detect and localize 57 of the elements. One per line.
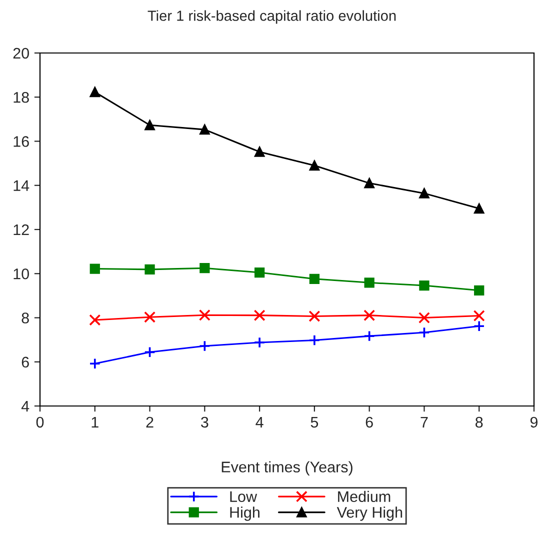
y-tick-label: 16 (14, 136, 29, 147)
point (473, 320, 485, 332)
point (254, 310, 266, 322)
point (254, 267, 265, 278)
y-tick-label: 20 (13, 48, 29, 59)
legend-label: Low (230, 491, 258, 502)
x-tick-label: 5 (310, 416, 318, 428)
point (90, 264, 100, 274)
point (144, 311, 156, 323)
point (419, 188, 430, 198)
point (144, 346, 156, 358)
point (364, 330, 376, 342)
point (144, 264, 155, 275)
x-axis-title: Event times (Years) (222, 461, 352, 476)
point (419, 280, 430, 291)
y-tick-label: 4 (21, 401, 30, 412)
x-tick-label: 2 (146, 416, 154, 428)
point (418, 326, 430, 338)
point (144, 120, 155, 130)
point (364, 310, 376, 322)
point (198, 340, 210, 352)
legend-label: Medium (338, 490, 390, 502)
legend-label: High (230, 506, 260, 521)
x-tick-label: 1 (92, 416, 98, 428)
point (364, 178, 374, 188)
point (308, 334, 320, 346)
point (254, 336, 266, 348)
point (309, 274, 320, 284)
point (308, 310, 320, 322)
point (89, 358, 101, 370)
point (418, 312, 430, 324)
legend-label: Very High (336, 506, 402, 521)
x-tick-label: 3 (201, 416, 208, 428)
x-tick-label: 9 (530, 416, 538, 428)
point (474, 285, 484, 296)
y-tick-label: 6 (22, 356, 29, 368)
x-tick-label: 8 (476, 416, 483, 428)
y-tick-label: 10 (14, 268, 29, 280)
point (364, 278, 374, 288)
y-tick-label: 12 (14, 224, 29, 236)
point (89, 314, 101, 326)
y-tick-label: 8 (22, 312, 29, 324)
point (198, 309, 210, 321)
point (473, 310, 485, 322)
chart-title: Tier 1 risk-based capital ratio evolution (148, 10, 396, 24)
point (90, 86, 100, 98)
point (474, 203, 484, 214)
x-tick-label: 0 (36, 416, 44, 428)
y-tick-label: 18 (14, 92, 29, 103)
point (254, 146, 265, 157)
point (200, 263, 210, 274)
x-tick-label: 7 (420, 416, 428, 428)
x-tick-label: 6 (366, 416, 373, 428)
point (309, 160, 320, 171)
point (200, 124, 210, 135)
x-tick-label: 4 (256, 416, 264, 428)
y-tick-label: 14 (14, 180, 30, 191)
